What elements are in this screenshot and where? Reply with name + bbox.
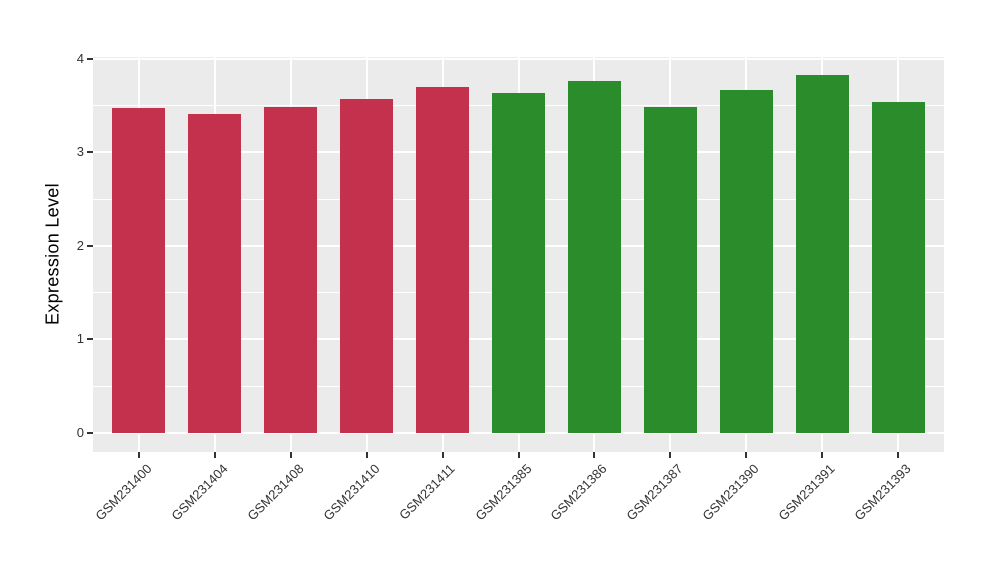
x-tick-GSM231387 — [669, 452, 672, 458]
x-tick-label-text: GSM231408 — [243, 461, 307, 524]
bar-GSM231411 — [416, 86, 470, 433]
x-tick-label-text: GSM231391 — [775, 461, 839, 524]
bar-GSM231410 — [340, 98, 394, 433]
x-tick-label-text: GSM231404 — [167, 461, 231, 524]
x-tick-label-GSM231393: GSM231393 — [743, 461, 914, 523]
y-tick-label-4: 4 — [76, 50, 84, 66]
bar-GSM231387 — [643, 107, 697, 433]
bar-GSM231404 — [188, 113, 242, 433]
x-tick-GSM231410 — [365, 452, 368, 458]
bar-GSM231393 — [871, 101, 925, 433]
y-tick-label-0: 0 — [76, 425, 84, 440]
x-tick-GSM231400 — [137, 452, 140, 458]
x-tick-GSM231404 — [213, 452, 216, 458]
x-tick-label-text: GSM231385 — [471, 461, 535, 524]
x-tick-label-text: GSM231387 — [623, 461, 687, 524]
y-tick-2 — [87, 244, 93, 247]
y-tick-0 — [87, 432, 93, 434]
x-tick-label-text: GSM231390 — [699, 461, 763, 524]
x-tick-GSM231411 — [441, 452, 444, 458]
y-axis-title: Expression Level — [42, 183, 63, 326]
bar-GSM231400 — [112, 108, 166, 433]
x-tick-GSM231408 — [289, 452, 292, 458]
bar-GSM231390 — [719, 89, 773, 433]
plot-panel — [93, 57, 944, 452]
y-tick-1 — [87, 338, 93, 341]
y-tick-label-2: 2 — [76, 237, 84, 253]
x-tick-label-text: GSM231393 — [851, 461, 915, 524]
bar-GSM231386 — [567, 81, 621, 433]
x-tick-label-text: GSM231410 — [319, 461, 383, 524]
y-tick-label-3: 3 — [76, 144, 84, 160]
y-tick-label-1: 1 — [76, 331, 84, 347]
x-tick-GSM231386 — [593, 452, 596, 458]
x-tick-GSM231390 — [745, 452, 748, 458]
x-tick-GSM231385 — [517, 452, 520, 458]
x-tick-label-text: GSM231411 — [396, 461, 459, 523]
x-tick-GSM231393 — [897, 452, 900, 458]
x-tick-label-text: GSM231386 — [547, 461, 611, 524]
bar-GSM231391 — [795, 74, 849, 433]
bar-GSM231408 — [264, 107, 318, 433]
bar-GSM231385 — [492, 93, 545, 433]
x-tick-label-text: GSM231400 — [91, 461, 155, 524]
y-tick-4 — [87, 57, 93, 60]
y-tick-3 — [87, 151, 93, 154]
x-tick-GSM231391 — [821, 452, 824, 458]
